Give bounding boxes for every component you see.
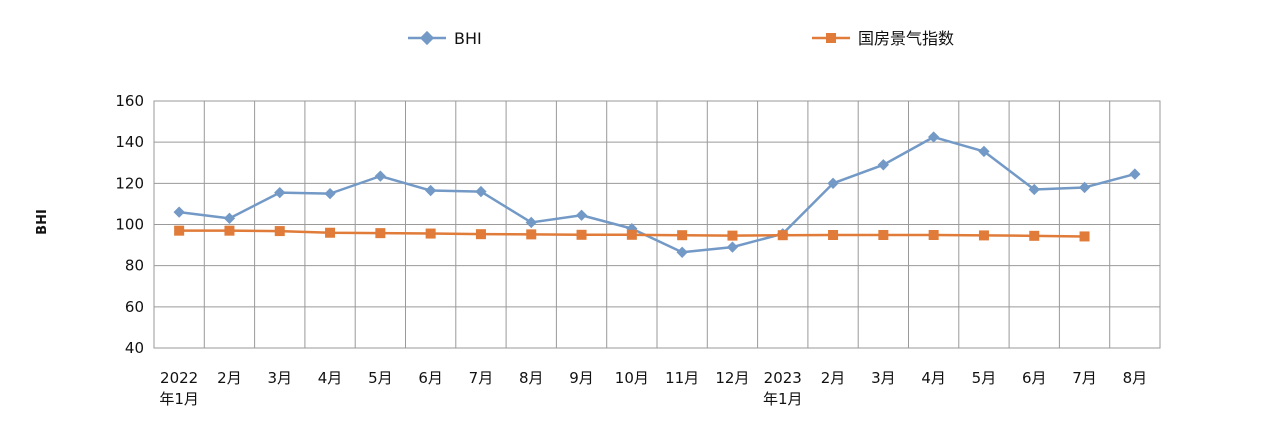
data-point-0 [1129,168,1141,180]
data-point-1 [878,229,889,240]
series-layer [173,131,1141,258]
gridlines [153,100,1161,349]
data-point-1 [978,230,989,241]
data-point-0 [927,131,940,143]
y-tick-label: 160 [115,92,144,110]
y-tick-label: 140 [115,133,144,151]
data-point-0 [525,216,537,229]
x-tick-label: 6月 [1022,369,1047,387]
legend-item-bhi: BHI [408,29,482,48]
data-point-0 [676,246,688,258]
data-point-1 [325,227,336,238]
data-point-1 [174,225,185,236]
data-point-0 [374,170,387,182]
data-point-0 [223,212,236,224]
x-tick-label: 2022 [160,369,198,387]
data-point-1 [626,229,637,240]
x-tick-label: 8月 [519,369,544,387]
data-point-0 [1078,181,1091,194]
x-tick-label: 2月 [821,369,846,387]
x-tick-label: 11月 [665,369,699,387]
x-tick-label: 4月 [921,369,946,387]
y-tick-label: 120 [115,174,144,192]
x-tick-label: 3月 [871,369,896,387]
data-point-1 [526,229,537,240]
legend-marker-housing-index [826,33,836,43]
y-tick-label: 100 [115,216,144,234]
x-tick-label: 9月 [569,369,594,387]
x-tick-label: 年1月 [159,390,199,408]
y-tick-label: 80 [125,257,144,275]
data-point-1 [1079,231,1090,242]
y-axis-label: BHI [35,209,50,235]
legend-label-bhi: BHI [454,29,482,48]
data-point-0 [173,206,185,218]
x-tick-label: 年1月 [763,390,803,408]
data-point-0 [726,241,739,253]
data-point-1 [928,229,939,240]
data-point-1 [576,229,587,240]
data-point-0 [575,209,588,221]
data-point-1 [677,230,688,241]
x-tick-label: 10月 [615,369,649,387]
y-tick-label: 40 [125,339,144,357]
x-tick-label: 3月 [267,369,292,387]
data-point-0 [424,184,437,197]
x-tick-label: 6月 [418,369,443,387]
x-tick-label: 7月 [469,369,494,387]
legend-marker-bhi [419,30,435,46]
x-tick-label: 2023 [764,369,802,387]
legend-item-housing-index: 国房景气指数 [812,29,954,48]
data-point-0 [978,145,990,158]
data-point-0 [877,159,890,171]
x-axis-ticks: 2022 年1月 2月 3月 4月 5月 6月 7月 8月 9月 10月 11月 12月 2023 年1月 2… [159,369,1147,408]
y-axis-ticks: 40 60 80 100 120 140 160 [115,92,144,357]
data-point-1 [375,228,386,239]
x-tick-label: 7月 [1072,369,1097,387]
data-point-0 [1028,183,1040,196]
y-tick-label: 60 [125,298,144,316]
legend-label-housing-index: 国房景气指数 [858,29,954,48]
x-tick-label: 12月 [715,369,749,387]
x-tick-label: 2月 [217,369,242,387]
data-point-1 [475,229,486,240]
x-tick-label: 4月 [318,369,343,387]
x-tick-label: 5月 [368,369,393,387]
x-tick-label: 5月 [972,369,997,387]
data-point-1 [425,228,436,239]
series-line-0 [178,135,1136,254]
data-point-0 [475,185,487,198]
data-point-1 [777,230,788,241]
data-point-0 [324,187,336,200]
legend: BHI 国房景气指数 [408,29,954,48]
data-point-1 [1029,230,1040,241]
data-point-1 [828,229,839,240]
data-point-1 [727,230,738,241]
data-point-0 [827,177,839,189]
data-point-1 [274,226,285,237]
data-point-0 [274,186,286,199]
data-point-1 [224,225,235,236]
x-tick-label: 8月 [1123,369,1148,387]
